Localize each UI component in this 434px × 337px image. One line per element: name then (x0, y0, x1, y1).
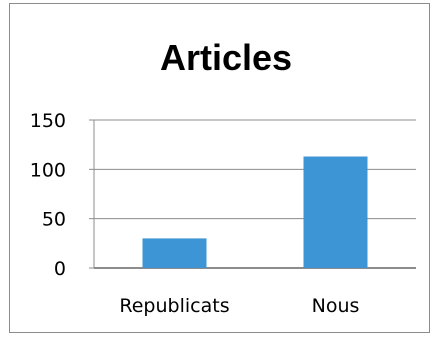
y-tick-label: 50 (42, 209, 66, 231)
y-tick-label: 0 (54, 258, 66, 280)
bar-nous (303, 156, 368, 268)
x-category-label: Nous (312, 295, 360, 317)
y-tick-label: 100 (30, 159, 66, 181)
x-category-label: Republicats (119, 295, 229, 317)
y-axis-tick-labels: 0 50 100 150 (30, 110, 66, 280)
bar-republicats (142, 238, 207, 268)
y-tick-label: 150 (30, 110, 66, 132)
x-axis-category-labels: Republicats Nous (119, 295, 359, 317)
chart-title: Articles (160, 37, 292, 78)
gridlines (94, 119, 416, 220)
bars (142, 156, 368, 268)
